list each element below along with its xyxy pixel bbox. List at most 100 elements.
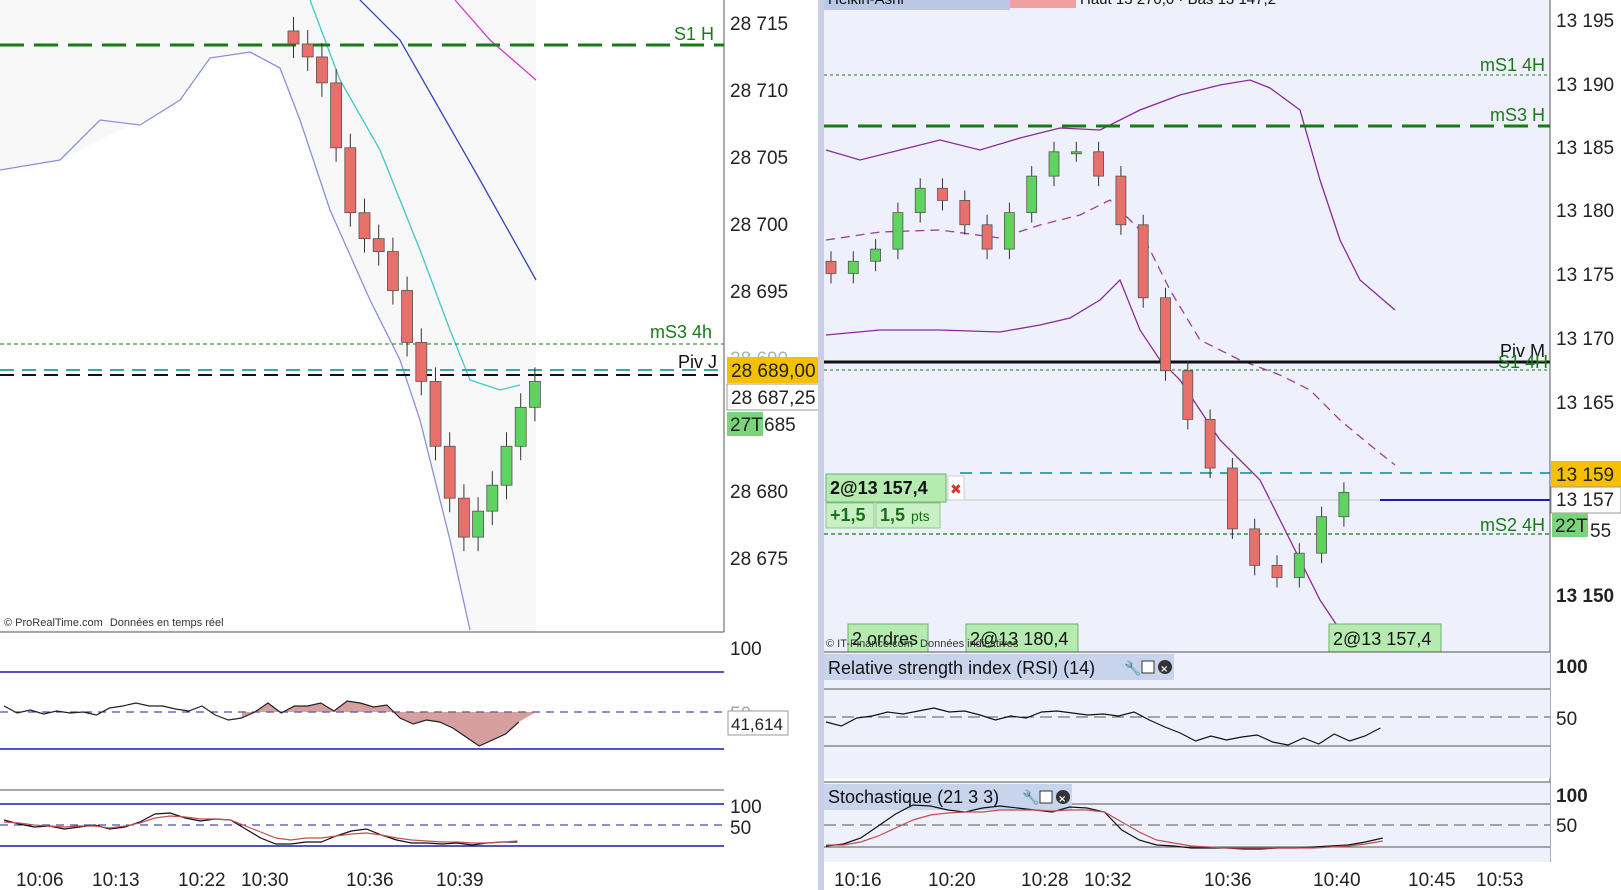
position-label-box[interactable]	[825, 473, 947, 503]
candle[interactable]	[1160, 297, 1171, 372]
window-splitter[interactable]	[818, 0, 824, 890]
candle[interactable]	[315, 56, 328, 84]
left-tick: 28 715	[730, 14, 788, 35]
maximize-icon[interactable]	[1141, 660, 1155, 674]
right-tick: 13 165	[1556, 393, 1614, 414]
left-time-label: 10:06	[16, 870, 64, 890]
candle[interactable]	[847, 260, 859, 274]
right-time-label: 10:36	[1204, 870, 1252, 890]
order2-label: 2@13 157,4	[1333, 629, 1431, 649]
right-time-label: 10:45	[1408, 870, 1456, 890]
candle[interactable]	[1004, 212, 1015, 250]
candle[interactable]	[415, 342, 428, 382]
candle[interactable]	[1048, 151, 1060, 177]
candle[interactable]	[1137, 224, 1149, 299]
left-time-label: 10:36	[346, 870, 394, 890]
right-tick: 13 195	[1556, 11, 1614, 32]
pnl-box	[825, 502, 875, 529]
right-rsi-tick: 50	[1556, 709, 1577, 730]
candle[interactable]	[401, 290, 414, 343]
candle[interactable]	[443, 445, 456, 499]
left-tick: 28 705	[730, 148, 788, 169]
right-current-price-tag	[1551, 461, 1621, 487]
candle[interactable]	[1316, 516, 1327, 554]
left-time-label: 10:22	[178, 870, 226, 890]
right-rsi-tick: 100	[1556, 657, 1588, 678]
close-panel-icon[interactable]	[1056, 790, 1070, 804]
right-candles[interactable]	[825, 141, 1350, 588]
left-rsi-tick: 100	[730, 639, 762, 660]
right-chart[interactable]: Heikin-Ashi Haut 13 270,0 · Bas 13 147,2…	[824, 0, 1550, 653]
wrench-icon[interactable]: 🔧	[1124, 659, 1141, 677]
candle[interactable]	[372, 238, 385, 253]
candle[interactable]	[330, 82, 343, 149]
maximize-icon[interactable]	[1039, 790, 1053, 804]
candle[interactable]	[914, 187, 926, 214]
candle[interactable]	[386, 251, 399, 291]
close-panel-icon[interactable]	[1158, 660, 1172, 674]
left-stoch-panel[interactable]: 100 50	[0, 789, 762, 847]
right-stoch-panel[interactable]: Stochastique (21 3 3) 🔧 × 100 50	[824, 781, 1588, 862]
candle[interactable]	[1182, 370, 1194, 420]
right-ticks-label: 22T	[1555, 516, 1588, 537]
candle[interactable]	[529, 380, 541, 408]
candle[interactable]	[959, 200, 971, 226]
left-current-price-tag	[727, 357, 819, 383]
candle[interactable]	[472, 510, 485, 538]
right-ms2-label: mS2 4H	[1480, 515, 1545, 535]
candle[interactable]	[1070, 151, 1082, 155]
right-time-label: 10:32	[1084, 870, 1132, 890]
candle[interactable]	[486, 484, 499, 512]
left-rsi-panel[interactable]: 100 50 41,614	[0, 631, 789, 750]
candle[interactable]	[514, 406, 527, 447]
candle[interactable]	[1249, 528, 1261, 566]
candle[interactable]	[344, 147, 357, 214]
left-rsi-fill	[241, 701, 536, 746]
left-tick: 28 710	[730, 81, 788, 102]
candle[interactable]	[825, 260, 837, 274]
candle[interactable]	[429, 380, 442, 447]
candle[interactable]	[981, 224, 993, 250]
right-stoch-tick: 50	[1556, 816, 1577, 837]
candle[interactable]	[1115, 175, 1127, 226]
candle[interactable]	[1271, 564, 1283, 578]
left-time-label: 10:13	[92, 870, 140, 890]
position-box[interactable]: 2@13 157,4 ✖ +1,5 1,5 pts	[825, 473, 965, 529]
candle[interactable]	[1338, 491, 1350, 518]
candle[interactable]	[892, 212, 904, 250]
left-current-price: 28 689,00	[731, 361, 816, 382]
right-rsi-panel[interactable]: Relative strength index (RSI) (14) 🔧 × 1…	[824, 651, 1588, 778]
candle[interactable]	[457, 497, 470, 538]
left-time-label: 10:30	[241, 870, 289, 890]
candle[interactable]	[500, 445, 513, 486]
left-chart[interactable]: S1 H mS3 4h Piv J © ProRealTime.com Donn…	[0, 0, 724, 632]
right-header-badge	[1010, 0, 1076, 8]
candle[interactable]	[358, 212, 371, 240]
left-price-axis[interactable]: 28 715 28 710 28 705 28 700 28 695 28 69…	[723, 0, 820, 632]
candle[interactable]	[1227, 467, 1238, 530]
candle[interactable]	[301, 43, 314, 58]
candle[interactable]	[1293, 552, 1305, 578]
order2-box[interactable]	[1328, 623, 1442, 653]
candle[interactable]	[937, 187, 948, 201]
candle[interactable]	[1093, 151, 1104, 177]
right-header-bar	[824, 0, 1010, 10]
right-time-label: 10:28	[1021, 870, 1069, 890]
wrench-icon[interactable]: 🔧	[1022, 788, 1039, 806]
candle[interactable]	[870, 248, 881, 262]
right-price-axis[interactable]: 13 195 13 190 13 185 13 180 13 175 13 17…	[1549, 0, 1621, 890]
position-close-button[interactable]	[947, 475, 965, 501]
candle[interactable]	[1026, 175, 1038, 214]
left-rsi-value-tag	[727, 710, 789, 736]
left-tick: 28 700	[730, 215, 788, 236]
left-upper-band	[454, 0, 537, 81]
candle[interactable]	[1204, 418, 1216, 469]
left-tick: 28 675	[730, 549, 788, 570]
candle[interactable]	[287, 30, 300, 45]
right-time-axis[interactable]: 10:16 10:20 10:28 10:32 10:36 10:40 10:4…	[824, 862, 1621, 890]
orders-count-box[interactable]	[847, 623, 929, 653]
right-price-pane[interactable]	[824, 0, 1550, 652]
left-time-axis[interactable]: 10:06 10:13 10:22 10:30 10:36 10:39	[0, 862, 820, 890]
left-candles[interactable]	[287, 16, 541, 552]
left-last-price-tag	[726, 383, 820, 411]
